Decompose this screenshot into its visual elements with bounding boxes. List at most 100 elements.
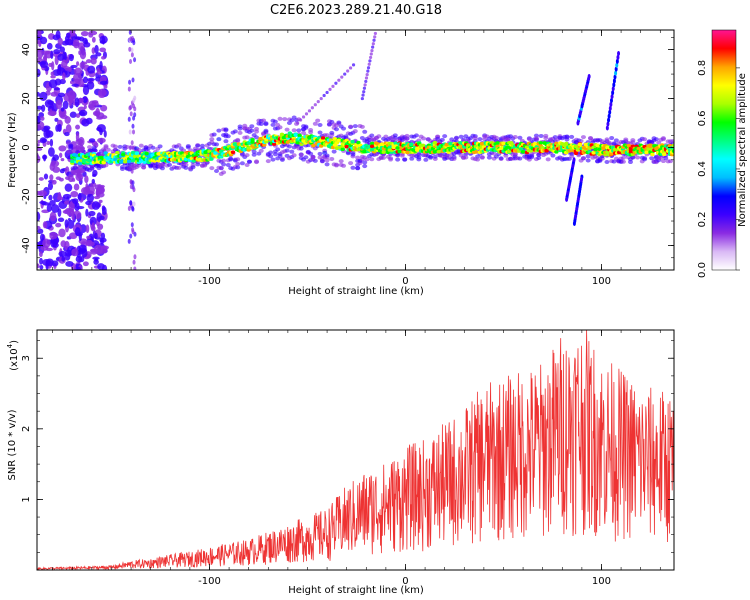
spectrogram-cell — [209, 137, 215, 142]
spectrogram-cell — [324, 133, 330, 138]
spectrogram-cell — [612, 82, 616, 88]
spectrogram-cell — [512, 134, 518, 139]
y-tick-label: 2 — [21, 426, 32, 432]
spectrogram-cell — [75, 156, 81, 161]
spectrogram-cell — [237, 130, 243, 135]
spectrogram-cell — [211, 132, 217, 137]
spectrogram-cell — [501, 141, 506, 146]
snr-y-scale: (x104) — [6, 340, 20, 371]
spectrogram-cell — [340, 147, 345, 152]
spectrogram-cell — [133, 95, 137, 101]
spectrogram-cell — [373, 31, 377, 36]
spectrogram-cell — [86, 193, 95, 203]
spectrogram-cell — [296, 121, 300, 125]
spectrogram-cell — [129, 111, 133, 117]
spectrogram-cell — [251, 152, 257, 157]
spectrogram-cell — [348, 161, 354, 166]
spectrogram-cell — [388, 156, 394, 161]
spectrogram-y-label: Frequency (Hz) — [7, 112, 18, 188]
spectrogram-cell — [57, 37, 63, 46]
x-tick-label: 0 — [402, 276, 408, 287]
spectrogram-cell — [656, 140, 662, 145]
spectrogram-cell — [444, 142, 449, 147]
spectrogram-cell — [423, 157, 429, 162]
spectrogram-cell — [82, 96, 88, 103]
spectrogram-cell — [86, 81, 95, 90]
spectrogram-cell — [262, 143, 267, 147]
spectrogram-cell — [432, 154, 438, 159]
spectrogram-cell — [536, 152, 542, 157]
spectrogram-cell — [136, 147, 142, 152]
spectrogram-cell — [37, 143, 40, 147]
spectrogram-cell — [362, 160, 368, 165]
spectrogram-cell — [70, 159, 75, 164]
spectrogram-cell — [366, 69, 370, 73]
spectrogram-cell — [209, 166, 215, 171]
spectrogram-cell — [64, 219, 69, 228]
spectrogram-cell — [130, 47, 134, 53]
spectrogram-cell — [649, 156, 655, 161]
spectrogram-cell — [405, 150, 410, 155]
spectrogram-cell — [270, 122, 276, 127]
spectrogram-cell — [609, 101, 613, 107]
spectrogram-cell — [356, 140, 361, 145]
spectrogram-frame — [36, 29, 675, 271]
spectrogram-cell — [350, 150, 356, 155]
spectrogram-cell — [87, 65, 96, 74]
spectrogram-cell — [237, 124, 243, 129]
colorbar: 0.0 0.2 0.4 0.6 0.8 Normalized spectral ampl… — [697, 29, 748, 278]
spectrogram-cell — [671, 149, 674, 153]
spectrogram-cell — [316, 100, 320, 104]
spectrogram-cell — [507, 149, 512, 154]
spectrogram-cell — [77, 42, 85, 51]
spectrogram-cell — [129, 200, 133, 206]
spectrogram-cell — [609, 136, 615, 141]
spectrogram-cell — [61, 255, 66, 262]
x-tick-label: -100 — [198, 276, 221, 287]
spectrogram-cell — [364, 157, 370, 162]
spectrogram-cell — [365, 72, 369, 77]
spectrogram-cell — [80, 31, 89, 37]
spectrogram-cell — [93, 195, 101, 200]
spectrogram-cell — [307, 109, 312, 113]
spectrogram-cell — [303, 125, 309, 130]
spectrogram-cell — [421, 136, 427, 141]
spectrogram-cell — [64, 209, 70, 214]
spectrogram-cell — [49, 231, 58, 240]
spectrogram-cell — [317, 151, 323, 156]
spectrogram-cell — [538, 133, 544, 138]
spectrogram-cell — [532, 141, 538, 146]
spectrogram-cell — [329, 156, 335, 161]
spectrogram-cell — [376, 134, 382, 139]
spectrogram-cell — [580, 135, 586, 140]
spectrogram-cell — [533, 133, 539, 138]
spectrogram-cell — [43, 129, 51, 139]
spectrogram-cell — [97, 137, 106, 144]
spectrogram-cell — [372, 38, 376, 42]
spectrogram-cell — [545, 157, 551, 162]
spectrogram-cell — [68, 232, 78, 240]
spectrogram-cell — [611, 159, 617, 164]
spectrogram-cell — [57, 208, 62, 217]
spectrogram-cell — [47, 110, 57, 116]
spectrogram-cell — [317, 130, 323, 135]
spectrogram-cell — [129, 233, 133, 239]
spectrogram-cell — [660, 159, 666, 164]
spectrogram-cell — [48, 62, 53, 68]
spectrogram-cell — [381, 150, 387, 154]
spectrogram-cell — [587, 74, 591, 80]
spectrogram-cell — [477, 137, 483, 142]
spectrogram-cell — [642, 156, 648, 161]
spectrogram-cell — [308, 127, 314, 132]
spectrogram-cell — [58, 152, 63, 158]
spectrogram-cell — [157, 144, 163, 149]
spectrogram-cell — [133, 266, 137, 270]
spectrogram-cell — [57, 64, 62, 72]
spectrogram-cell — [136, 163, 142, 168]
spectrogram-cell — [214, 142, 220, 147]
spectrogram-cell — [270, 157, 276, 162]
spectrogram-cell — [132, 154, 138, 159]
spectrogram-cell — [346, 69, 350, 73]
spectrogram-cell — [606, 121, 610, 127]
spectrogram-cell — [297, 133, 302, 138]
